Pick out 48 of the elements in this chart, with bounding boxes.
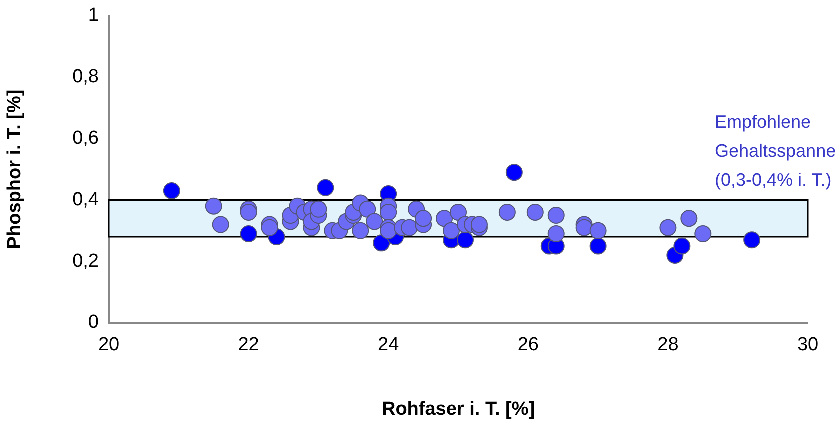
point (498, 204, 516, 221)
point (660, 219, 677, 236)
point (470, 216, 488, 234)
point (415, 210, 432, 228)
point (576, 219, 593, 236)
point (506, 164, 523, 182)
point (261, 219, 278, 236)
point (680, 210, 698, 228)
y-tick-label: 0,6 (72, 128, 99, 150)
point (450, 204, 467, 221)
y-tick-label: 0,4 (72, 189, 100, 210)
point (674, 238, 691, 255)
y-tick-label: 0,2 (72, 250, 99, 272)
point (456, 232, 474, 249)
point (373, 234, 390, 252)
point (548, 225, 565, 242)
point (590, 238, 607, 255)
point (380, 204, 398, 221)
point (212, 216, 230, 234)
point (310, 200, 328, 218)
band-label: Empfohlene Gehaltsspanne (0,3-0,4% i. T.) (715, 112, 836, 190)
point (205, 198, 222, 215)
point (590, 222, 607, 240)
x-tick-label: 28 (658, 334, 679, 356)
y-tick-label: 1 (88, 5, 99, 26)
point (443, 222, 460, 240)
point (240, 225, 258, 242)
point (744, 232, 761, 249)
point (401, 219, 418, 236)
point (163, 182, 180, 200)
point (352, 222, 370, 240)
point (694, 225, 712, 242)
x-tick-label: 30 (797, 334, 819, 356)
x-tick-label: 22 (238, 334, 260, 356)
point (380, 222, 398, 240)
point (366, 213, 384, 230)
y-tick-label: 0,8 (72, 66, 99, 88)
point (240, 204, 258, 221)
y-axis-title: Phosphor i. T. [%] (4, 90, 26, 250)
x-tick-label: 26 (518, 334, 539, 356)
point (526, 204, 544, 221)
point (548, 207, 565, 224)
x-axis-title: Rohfaser i. T. [%] (382, 398, 536, 420)
x-tick-label: 20 (98, 334, 120, 356)
point (317, 179, 334, 196)
point (359, 200, 376, 218)
y-tick-label: 0 (88, 312, 99, 334)
x-tick-label: 24 (378, 334, 400, 356)
